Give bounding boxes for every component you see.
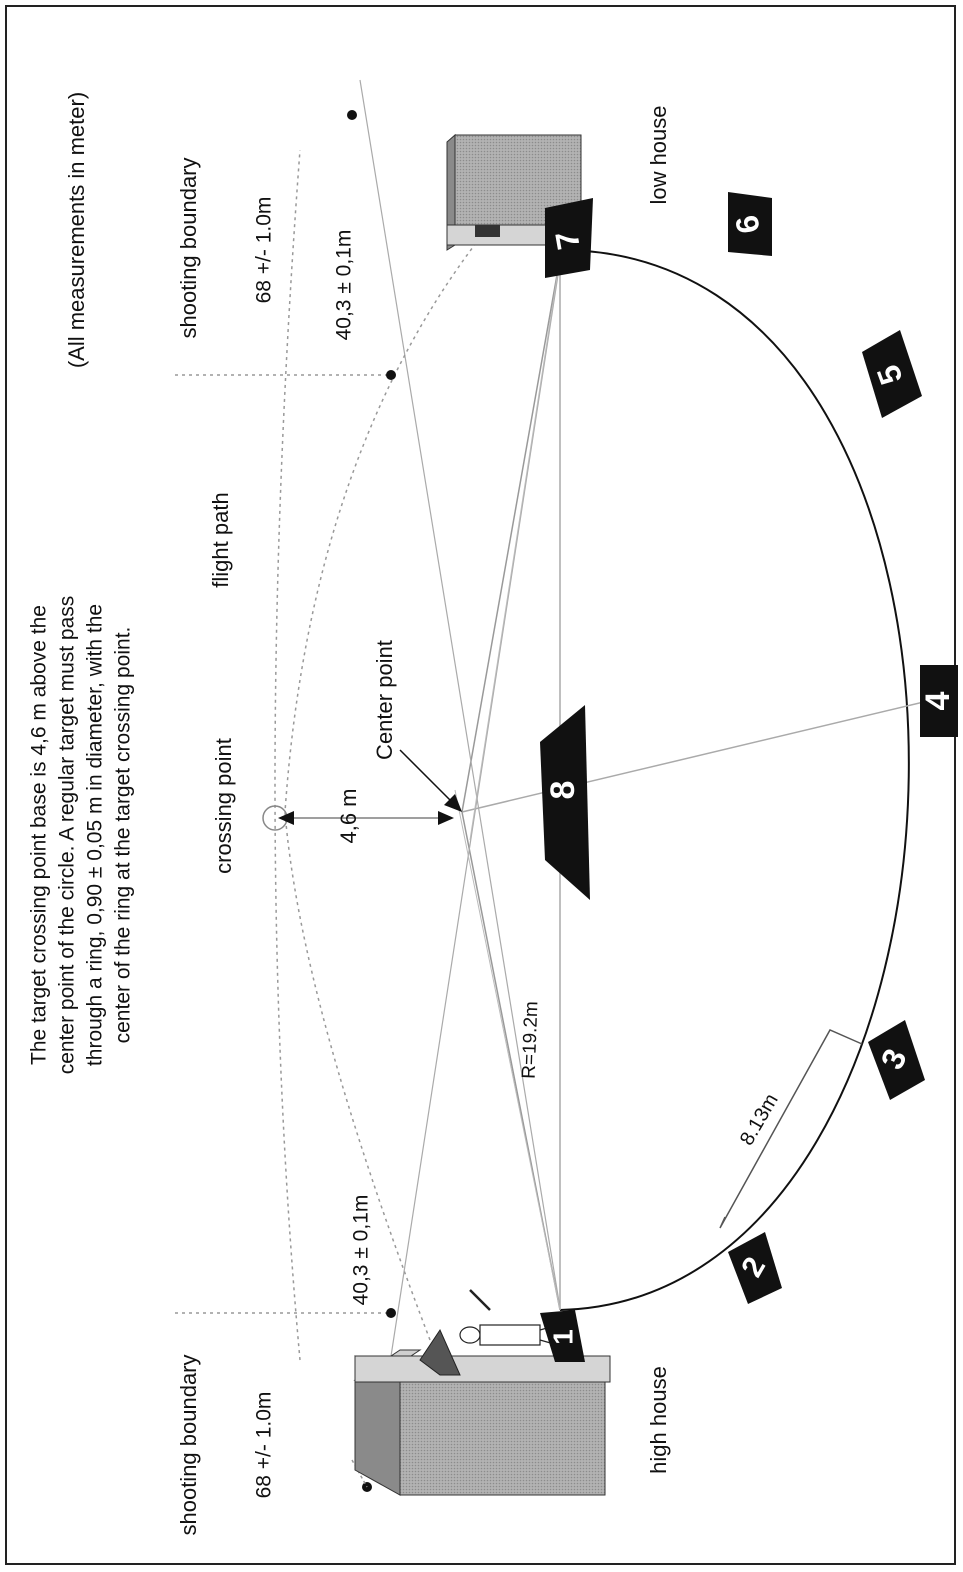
station-8-label: 8 [544,781,582,800]
station-8: 8 [540,705,590,900]
far-dot-top [347,110,357,120]
description-line-4: center of the ring at the target crossin… [112,627,135,1044]
line-high-house-diag [359,79,561,1309]
line-center-to-low [461,257,561,813]
description-line-3: through a ring, 0,90 ± 0,05 m in diamete… [84,604,107,1066]
distance-68-top-label: 68 +/- 1.0m [253,197,276,304]
center-point-label: Center point [372,640,397,760]
center-point-pointer [399,749,459,809]
description-line-2: center point of the circle. A regular ta… [56,596,79,1075]
chord-label: 8.13m [736,1090,783,1149]
arrow-head-right-icon [438,811,454,825]
line-station7-a [469,257,561,841]
high-house-label: high house [646,1366,671,1474]
line-station1-a [454,789,561,1311]
arrow-head-left-icon [278,811,294,825]
station-7-label: 7 [548,229,587,253]
station-4-label: 4 [919,691,957,710]
radius-label: R=19.2m [519,1001,543,1079]
high-house-trap-icon [419,1328,461,1376]
center-line [461,699,933,813]
station-7: 7 [545,198,593,278]
description-line-1: The target crossing point base is 4,6 m … [28,605,51,1065]
distance-40-bottom-label: 40,3 ± 0,1m [350,1195,373,1306]
low-house-label: low house [646,105,671,204]
description-block: The target crossing point base is 4,6 m … [28,596,135,1075]
shooting-boundary-bottom-label: shooting boundary [176,1354,201,1535]
height-label: 4,6 m [336,788,361,843]
pointer-arrow-icon [444,794,462,812]
station-5: 5 [862,330,922,418]
low-house-window-icon [475,225,500,237]
flight-path-label: flight path [208,492,233,587]
diagram-frame [5,5,956,1565]
station-2: 2 [728,1232,782,1304]
distance-68-bottom-label: 68 +/- 1.0m [253,1392,276,1499]
boundary-dot-top [386,370,396,380]
flight-path-high [284,224,491,1341]
boundary-dot-bottom [386,1308,396,1318]
station-3: 3 [868,1020,925,1100]
distance-40-top-label: 40,3 ± 0,1m [333,230,356,341]
station-1-label: 1 [547,1329,578,1345]
flight-path-outer [274,149,301,1361]
chord-bracket [719,1029,863,1229]
station-4: 4 [919,665,958,737]
shooter-icon [459,1289,576,1351]
field-semicircle [559,249,910,1311]
station-6: 6 [728,192,772,256]
measurement-note: (All measurements in meter) [64,92,89,368]
station-6-label: 6 [728,213,767,237]
shooting-boundary-top-label: shooting boundary [176,157,201,338]
line-low-house-diag [384,261,561,1396]
crossing-point-label: crossing point [211,738,236,874]
far-line-bottom [351,1459,368,1488]
station-1: 1 [540,1310,585,1362]
